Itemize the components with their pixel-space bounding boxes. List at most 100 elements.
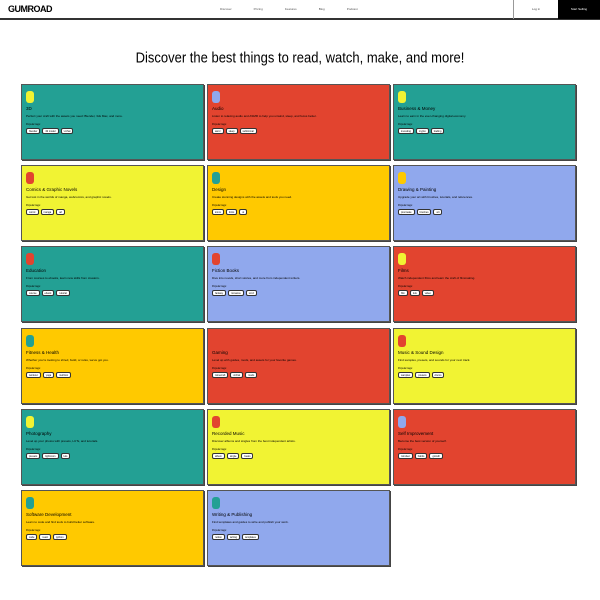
category-title[interactable]: Self Improvement — [398, 431, 434, 436]
tag-pill[interactable]: manga — [40, 209, 55, 215]
tag-pill[interactable]: drums — [431, 372, 445, 378]
category-title[interactable]: Software Development — [26, 512, 72, 517]
category-card[interactable]: Drawing & Painting Upgrade your art with … — [393, 165, 576, 241]
login-button[interactable]: Log in — [513, 0, 558, 19]
category-card[interactable]: Self Improvement Become the best version … — [393, 409, 576, 485]
category-title[interactable]: Comics & Graphic Novels — [26, 187, 78, 192]
tag-pill[interactable]: vrchat — [230, 372, 244, 378]
category-card[interactable]: Recorded Music Discover albums and single… — [207, 409, 390, 485]
tag-pill[interactable]: python — [52, 534, 67, 540]
tag-pill[interactable]: trading — [430, 128, 445, 134]
tag-list: presets lightroom luts — [26, 453, 199, 459]
tag-pill[interactable]: blender — [26, 128, 41, 134]
tag-pill[interactable]: film — [398, 290, 408, 296]
tag-pill[interactable]: single — [226, 453, 240, 459]
tag-pill[interactable]: fantasy — [212, 290, 227, 296]
tag-pill[interactable]: growth — [429, 453, 443, 459]
tag-list: notion writing templates — [212, 534, 385, 540]
category-title[interactable]: Fiction Books — [212, 268, 240, 273]
category-card[interactable]: Music & Sound Design Find samples, preset… — [393, 328, 576, 404]
nav-podcast[interactable]: Podcast — [346, 7, 358, 11]
tag-pill[interactable]: art — [56, 209, 66, 215]
tag-pill[interactable]: samples — [398, 372, 414, 378]
category-title[interactable]: Photography — [26, 431, 52, 436]
tag-pill[interactable]: lightroom — [42, 453, 59, 459]
category-title[interactable]: Recorded Music — [212, 431, 245, 436]
category-title[interactable]: Business & Money — [398, 106, 436, 111]
category-card[interactable]: 3D Perfect your craft with the assets you… — [21, 84, 204, 160]
category-title[interactable]: Education — [26, 268, 47, 273]
tag-pill[interactable]: ui — [239, 209, 248, 215]
tag-pill[interactable]: writing — [226, 534, 241, 540]
tag-pill[interactable]: romance — [228, 290, 244, 296]
tag-pill[interactable]: mindset — [398, 453, 413, 459]
tag-pill[interactable]: notion — [212, 534, 225, 540]
tag-pill[interactable]: vrchat — [60, 128, 74, 134]
category-card[interactable]: Design Create stunning designs with the a… — [207, 165, 390, 241]
tag-pill[interactable]: investing — [398, 128, 414, 134]
tag-pill[interactable]: video — [421, 290, 434, 296]
tag-pill[interactable]: nutrition — [56, 372, 72, 378]
nav-blog[interactable]: Blog — [318, 7, 325, 11]
tag-pill[interactable]: album — [212, 453, 225, 459]
category-card[interactable]: Fiction Books Dive into novels, short sto… — [207, 246, 390, 322]
tag-pill[interactable]: procreate — [398, 209, 415, 215]
category-card[interactable]: Comics & Graphic Novels Get lost in the w… — [21, 165, 204, 241]
tag-pill[interactable]: course — [26, 290, 40, 296]
tag-pill[interactable]: minecraft — [212, 372, 229, 378]
gumroad-logo[interactable]: GUMROAD — [8, 4, 53, 14]
tag-pill[interactable]: presets — [415, 372, 430, 378]
tag-pill[interactable]: fonts — [225, 209, 238, 215]
category-card[interactable]: Education From courses to ebooks, learn n… — [21, 246, 204, 322]
tag-pill[interactable]: brushes — [416, 209, 432, 215]
tag-pill[interactable]: luts — [409, 290, 420, 296]
tag-pill[interactable]: crypto — [415, 128, 429, 134]
nav-features[interactable]: Features — [284, 7, 297, 11]
category-card[interactable]: Business & Money Learn to earn in the eve… — [393, 84, 576, 160]
tag-pill[interactable]: workout — [26, 372, 41, 378]
tag-pill[interactable]: subliminal — [239, 128, 257, 134]
tag-list: mindset habits growth — [398, 453, 571, 459]
category-card[interactable]: Photography Level up your photos with pre… — [21, 409, 204, 485]
tag-pill[interactable]: sleep — [225, 128, 238, 134]
category-title[interactable]: 3D — [26, 106, 32, 111]
tag-pill[interactable]: habits — [414, 453, 428, 459]
nav-discover[interactable]: Discover — [220, 7, 232, 11]
category-card[interactable]: Audio Listen to relaxing audio and ASMR t… — [207, 84, 390, 160]
tag-pill[interactable]: beats — [241, 453, 254, 459]
category-title[interactable]: Music & Sound Design — [398, 350, 444, 355]
category-title[interactable]: Fitness & Health — [26, 350, 60, 355]
category-card[interactable]: Films Watch independent films and learn t… — [393, 246, 576, 322]
tag-pill[interactable]: templates — [242, 534, 259, 540]
category-title[interactable]: Writing & Publishing — [212, 512, 253, 517]
category-card[interactable]: Software Development Learn to code and fi… — [21, 490, 204, 566]
tag-pill[interactable]: ebook — [41, 290, 55, 296]
category-illustration-icon — [212, 253, 220, 265]
category-title[interactable]: Films — [398, 268, 409, 273]
tag-pill[interactable]: presets — [26, 453, 41, 459]
start-selling-button[interactable]: Start Selling — [558, 0, 600, 19]
tag-pill[interactable]: sci-fi — [245, 290, 257, 296]
category-title[interactable]: Gaming — [212, 350, 228, 355]
tag-pill[interactable]: yoga — [42, 372, 55, 378]
category-card[interactable]: Gaming Level up with guides, mods, and as… — [207, 328, 390, 404]
top-nav: GUMROAD Discover Pricing Features Blog P… — [0, 0, 600, 20]
category-title[interactable]: Drawing & Painting — [398, 187, 437, 192]
category-title[interactable]: Audio — [212, 106, 224, 111]
tag-pill[interactable]: react — [39, 534, 51, 540]
tag-pill[interactable]: comic — [26, 209, 39, 215]
category-card[interactable]: Writing & Publishing Find templates and g… — [207, 490, 390, 566]
popular-tags-label: Popular tags: — [398, 448, 413, 451]
tag-pill[interactable]: tutorial — [56, 290, 70, 296]
tag-pill[interactable]: art — [433, 209, 443, 215]
tag-pill[interactable]: 3d model — [42, 128, 59, 134]
tag-pill[interactable]: code — [26, 534, 38, 540]
nav-pricing[interactable]: Pricing — [253, 7, 263, 11]
category-title[interactable]: Design — [212, 187, 227, 192]
tag-pill[interactable]: icons — [212, 209, 224, 215]
category-illustration-icon — [26, 253, 34, 265]
tag-pill[interactable]: mods — [245, 372, 258, 378]
tag-pill[interactable]: asmr — [212, 128, 224, 134]
category-card[interactable]: Fitness & Health Whether you're looking t… — [21, 328, 204, 404]
tag-pill[interactable]: luts — [60, 453, 71, 459]
